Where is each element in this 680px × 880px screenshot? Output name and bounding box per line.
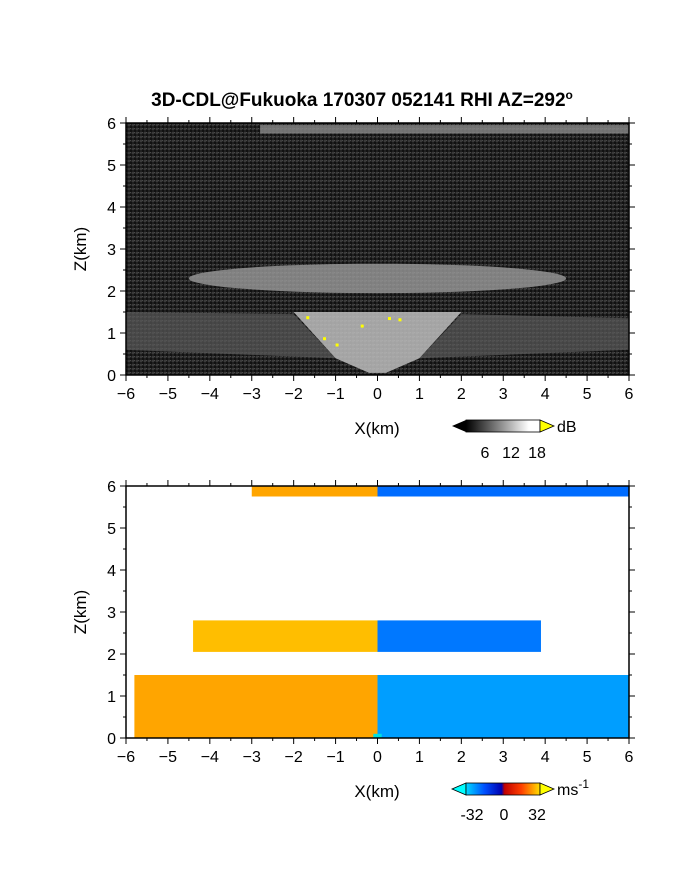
x-tick-label: 0 <box>373 386 382 403</box>
y-tick-label: 4 <box>107 563 116 580</box>
y-tick-label: 3 <box>107 605 116 622</box>
y-tick-label: 2 <box>107 284 116 301</box>
xlabel-top: X(km) <box>354 419 399 438</box>
x-tick-label: 3 <box>499 386 508 403</box>
x-tick-label: 0 <box>373 749 382 766</box>
title-superscript: o <box>566 88 573 102</box>
x-tick-label: −5 <box>159 386 177 403</box>
chart-title: 3D-CDL@Fukuoka 170307 052141 RHI AZ=292o <box>151 88 573 111</box>
backscatter-layer-mid <box>188 263 567 294</box>
y-tick-label: 6 <box>107 116 116 133</box>
x-tick-label: 3 <box>499 749 508 766</box>
colorbar-tick: 6 <box>481 445 490 462</box>
colorbar-tick: 18 <box>528 445 546 462</box>
x-tick-label: 1 <box>415 749 424 766</box>
x-tick-label: −6 <box>117 749 135 766</box>
y-tick-label: 2 <box>107 647 116 664</box>
y-tick-label: 6 <box>107 479 116 496</box>
x-tick-label: −3 <box>243 749 261 766</box>
x-tick-label: 2 <box>457 749 466 766</box>
x-tick-label: −3 <box>243 386 261 403</box>
saturated-point <box>335 343 339 347</box>
x-tick-label: 4 <box>541 749 550 766</box>
colorbar-velocity: ms-1 -32 0 32 <box>450 777 589 824</box>
saturated-point <box>323 337 327 341</box>
ylabel-bottom: Z(km) <box>71 590 90 634</box>
x-tick-label: −2 <box>285 386 303 403</box>
x-tick-label: −4 <box>201 386 219 403</box>
colorbar-tick: -32 <box>460 807 483 824</box>
xlabel-bottom: X(km) <box>354 782 399 801</box>
y-tick-label: 5 <box>107 521 116 538</box>
x-tick-label: −1 <box>326 749 344 766</box>
axes-bottom: −6 −5 −4 −3 −2 −1 0 1 2 3 4 5 6 0 1 2 3 4 5 6 <box>107 479 635 766</box>
x-tick-label: 4 <box>541 386 550 403</box>
velocity-layer-toward <box>377 675 629 738</box>
velocity-layer-away <box>251 486 378 497</box>
velocity-layer-toward <box>377 486 629 497</box>
velocity-layer-away <box>193 620 378 652</box>
y-tick-label: 1 <box>107 689 116 706</box>
velocity-near-zero <box>373 733 382 738</box>
backscatter-layer-low-left <box>126 312 336 359</box>
y-tick-label: 0 <box>107 731 116 748</box>
x-tick-label: −4 <box>201 749 219 766</box>
colorbar-unit-velocity: ms-1 <box>557 777 589 799</box>
x-tick-label: 6 <box>625 749 634 766</box>
backscatter-layer-low <box>293 312 462 373</box>
ylabel-top: Z(km) <box>71 227 90 271</box>
x-tick-label: −2 <box>285 749 303 766</box>
x-tick-label: −6 <box>117 386 135 403</box>
y-tick-label: 1 <box>107 326 116 343</box>
velocity-layer-toward <box>377 620 541 652</box>
colorbar-tick: 0 <box>500 807 509 824</box>
velocity-layers <box>134 486 629 738</box>
backscatter-layer-low-right <box>419 314 629 359</box>
backscatter-layer-top <box>260 125 629 134</box>
x-tick-label: −1 <box>326 386 344 403</box>
saturated-point <box>360 324 364 328</box>
colorbar-unit-db: dB <box>557 419 577 436</box>
y-tick-label: 4 <box>107 200 116 217</box>
colorbar-tick: 12 <box>502 445 520 462</box>
axes-top: −6 −5 −4 −3 −2 −1 0 1 2 3 4 5 6 0 1 2 3 4 5 6 <box>107 116 635 403</box>
backscatter-layers <box>126 125 629 373</box>
velocity-layer-away <box>134 675 378 738</box>
saturated-point <box>398 318 402 322</box>
saturated-point <box>306 316 310 320</box>
x-tick-label: 1 <box>415 386 424 403</box>
colorbar-db: dB 6 12 18 <box>452 419 577 462</box>
y-tick-label: 5 <box>107 158 116 175</box>
x-tick-label: 6 <box>625 386 634 403</box>
x-tick-label: 5 <box>583 386 592 403</box>
y-tick-label: 3 <box>107 242 116 259</box>
saturated-point <box>387 317 391 321</box>
x-tick-label: 5 <box>583 749 592 766</box>
y-tick-label: 0 <box>107 368 116 385</box>
panel-velocity: −6 −5 −4 −3 −2 −1 0 1 2 3 4 5 6 0 1 2 3 4 5 6 X(km) Z(km) m… <box>71 479 635 824</box>
x-tick-label: 2 <box>457 386 466 403</box>
colorbar-tick: 32 <box>528 807 546 824</box>
x-tick-label: −5 <box>159 749 177 766</box>
